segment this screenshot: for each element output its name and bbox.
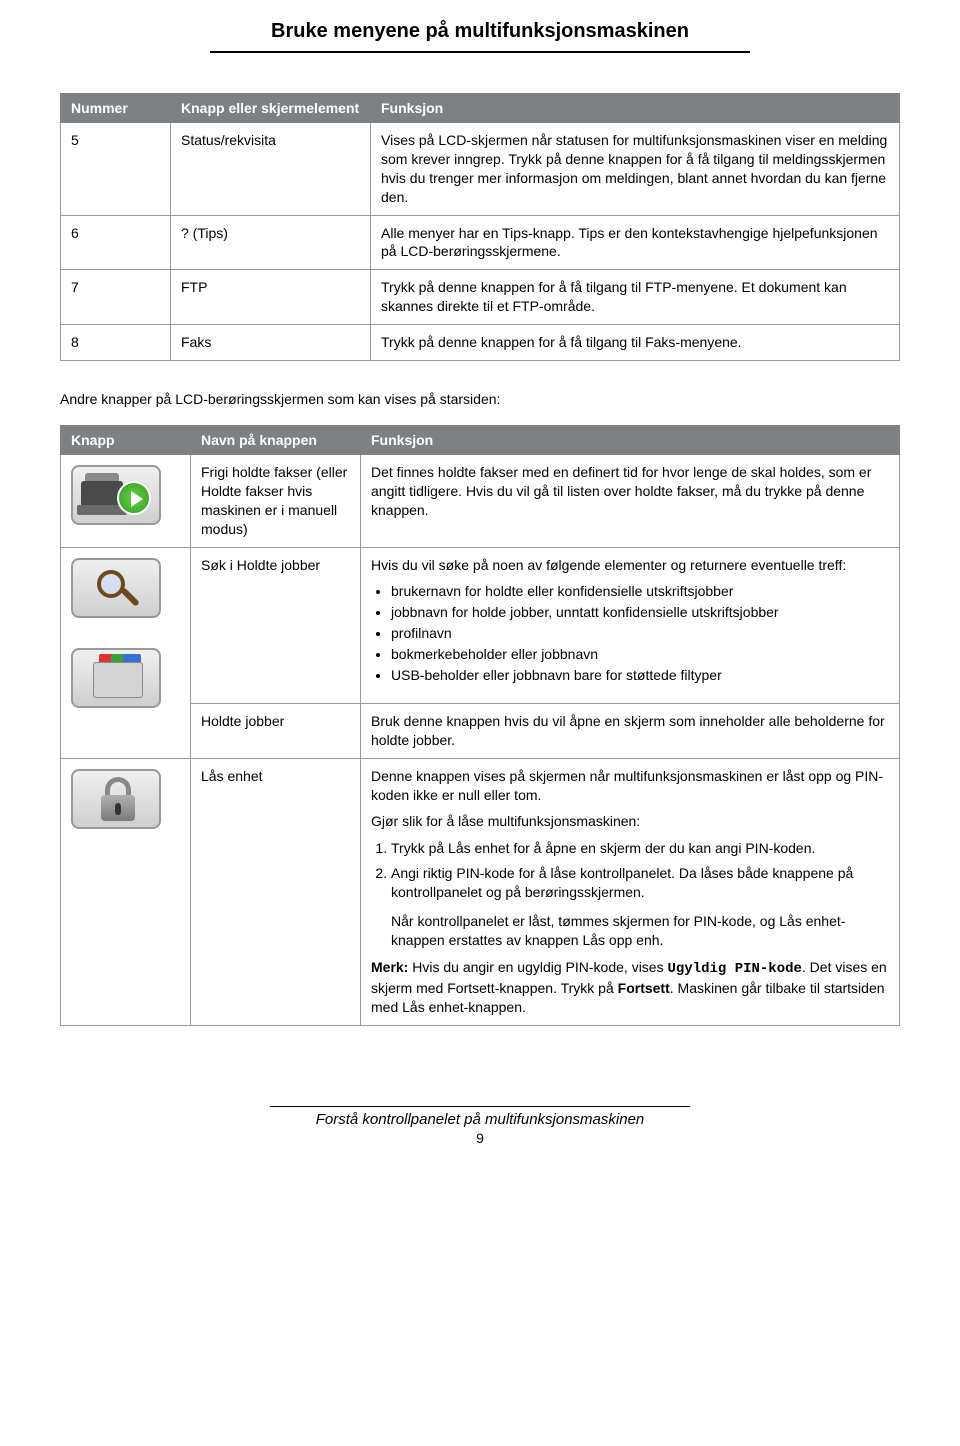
- th-funksjon: Funksjon: [371, 94, 900, 123]
- list-item: brukernavn for holdte eller konfidensiel…: [391, 582, 889, 601]
- table-1: Nummer Knapp eller skjermelement Funksjo…: [60, 93, 900, 361]
- footer-page: 9: [270, 1130, 690, 1146]
- table-row: Søk i Holdte jobber Hvis du vil søke på …: [61, 547, 900, 703]
- cell-func: Hvis du vil søke på noen av følgende ele…: [361, 547, 900, 703]
- cell-name: ? (Tips): [171, 215, 371, 270]
- th-navn: Navn på knappen: [191, 426, 361, 455]
- cell-func: Bruk denne knappen hvis du vil åpne en s…: [361, 703, 900, 758]
- list-item: profilnavn: [391, 624, 889, 643]
- cell-name: Holdte jobber: [191, 703, 361, 758]
- cell-func: Denne knappen vises på skjermen når mult…: [361, 758, 900, 1025]
- mid-text: Andre knapper på LCD-berøringsskjermen s…: [60, 391, 900, 407]
- cell-func: Det finnes holdte fakser med en definert…: [361, 455, 900, 548]
- th-funksjon2: Funksjon: [361, 426, 900, 455]
- list-item: USB-beholder eller jobbnavn bare for stø…: [391, 666, 889, 685]
- table-row: Frigi holdte fakser (eller Holdte fakser…: [61, 455, 900, 548]
- magnifier-icon: [71, 558, 161, 618]
- footer-text: Forstå kontrollpanelet på multifunksjons…: [270, 1111, 690, 1128]
- list-item: Trykk på Lås enhet for å åpne en skjerm …: [391, 839, 889, 858]
- list-item: Angi riktig PIN-kode for å låse kontroll…: [391, 864, 889, 902]
- steps-list: Trykk på Lås enhet for å åpne en skjerm …: [391, 839, 889, 902]
- merk-note: Merk: Hvis du angir en ugyldig PIN-kode,…: [371, 958, 889, 1017]
- cell-icon: [61, 547, 191, 758]
- printer-play-icon: [71, 465, 161, 525]
- cell-num: 5: [61, 123, 171, 216]
- cell-func: Alle menyer har en Tips-knapp. Tips er d…: [371, 215, 900, 270]
- cell-name: FTP: [171, 270, 371, 325]
- list-item: bokmerkebeholder eller jobbnavn: [391, 645, 889, 664]
- lock-icon: [71, 769, 161, 829]
- cell-num: 6: [61, 215, 171, 270]
- th-nummer: Nummer: [61, 94, 171, 123]
- th-knapp: Knapp: [61, 426, 191, 455]
- table-2: Knapp Navn på knappen Funksjon Frigi hol…: [60, 425, 900, 1025]
- title-underline: [210, 51, 750, 53]
- cell-func: Trykk på denne knappen for å få tilgang …: [371, 325, 900, 361]
- cell-icon: [61, 455, 191, 548]
- cell-num: 8: [61, 325, 171, 361]
- cell-func: Trykk på denne knappen for å få tilgang …: [371, 270, 900, 325]
- merk-label: Merk:: [371, 959, 408, 975]
- cell-name: Frigi holdte fakser (eller Holdte fakser…: [191, 455, 361, 548]
- page-title: Bruke menyene på multifunksjonsmaskinen: [60, 20, 900, 43]
- pin-code-text: Ugyldig PIN-kode: [667, 961, 801, 977]
- lock-intro1: Denne knappen vises på skjermen når mult…: [371, 767, 889, 805]
- bullet-list: brukernavn for holdte eller konfidensiel…: [391, 582, 889, 684]
- cell-func: Vises på LCD-skjermen når statusen for m…: [371, 123, 900, 216]
- cell-icon: [61, 758, 191, 1025]
- cell-num: 7: [61, 270, 171, 325]
- table-row: Lås enhet Denne knappen vises på skjerme…: [61, 758, 900, 1025]
- cell-name: Lås enhet: [191, 758, 361, 1025]
- cell-name: Status/rekvisita: [171, 123, 371, 216]
- after-steps: Når kontrollpanelet er låst, tømmes skje…: [391, 912, 889, 950]
- table-row: 7 FTP Trykk på denne knappen for å få ti…: [61, 270, 900, 325]
- file-box-icon: [71, 648, 161, 708]
- lock-intro2: Gjør slik for å låse multifunksjonsmaski…: [371, 812, 889, 831]
- cell-name: Søk i Holdte jobber: [191, 547, 361, 703]
- func-intro: Hvis du vil søke på noen av følgende ele…: [371, 556, 889, 575]
- footer: Forstå kontrollpanelet på multifunksjons…: [270, 1106, 690, 1146]
- list-item: jobbnavn for holde jobber, unntatt konfi…: [391, 603, 889, 622]
- table-row: 5 Status/rekvisita Vises på LCD-skjermen…: [61, 123, 900, 216]
- cell-name: Faks: [171, 325, 371, 361]
- table-row: 6 ? (Tips) Alle menyer har en Tips-knapp…: [61, 215, 900, 270]
- th-element: Knapp eller skjermelement: [171, 94, 371, 123]
- table-row: 8 Faks Trykk på denne knappen for å få t…: [61, 325, 900, 361]
